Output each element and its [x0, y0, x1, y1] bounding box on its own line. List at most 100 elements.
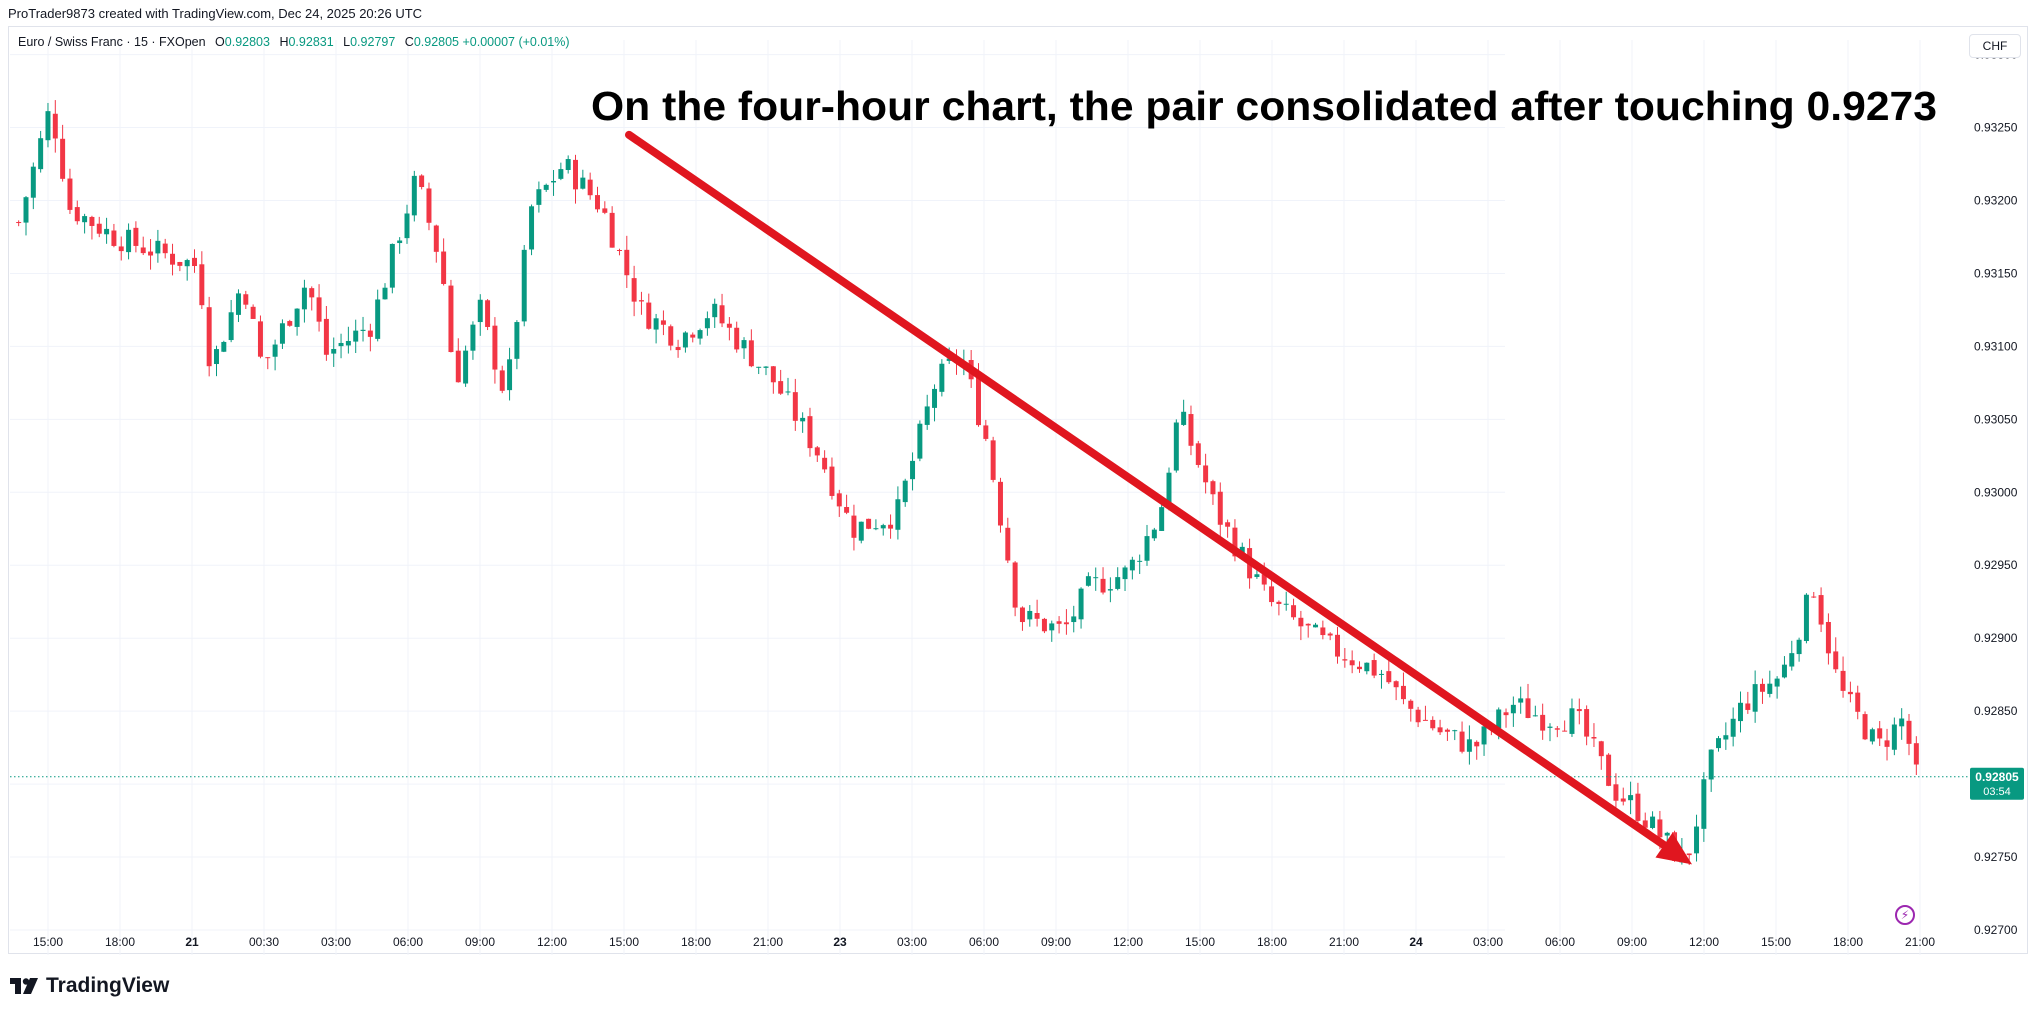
candle [587, 172, 593, 200]
candle [1877, 721, 1883, 747]
candle [1847, 681, 1853, 703]
x-tick-label: 18:00 [105, 935, 135, 949]
candle [30, 162, 36, 210]
x-tick-label: 03:00 [321, 935, 351, 949]
candle [917, 420, 923, 462]
candle [836, 489, 842, 517]
candle [1349, 650, 1355, 674]
candle [1635, 782, 1641, 825]
candle [1723, 722, 1729, 750]
x-tick-label: 15:00 [1185, 935, 1215, 949]
candle [1547, 723, 1553, 742]
candle [646, 293, 652, 330]
candle [748, 329, 754, 368]
candle [1430, 716, 1436, 731]
candle [104, 217, 110, 244]
candle [375, 289, 381, 342]
candle [67, 168, 73, 215]
lightning-bolt-icon[interactable]: ⚡ [1895, 905, 1915, 925]
x-tick-label: 12:00 [1689, 935, 1719, 949]
candle [873, 519, 879, 531]
candle [631, 265, 637, 317]
candle [1452, 729, 1458, 741]
candle [895, 486, 901, 540]
candle [1745, 691, 1751, 714]
low-value: 0.92797 [350, 35, 396, 49]
candle [565, 155, 571, 174]
candle [1540, 703, 1546, 740]
candle [573, 154, 579, 204]
y-tick-label: 0.92950 [1974, 558, 2018, 572]
brand-name: TradingView [46, 974, 170, 997]
candle [1107, 577, 1113, 603]
candle [1027, 605, 1033, 627]
candle [602, 201, 608, 215]
x-tick-label: 09:00 [1617, 935, 1647, 949]
currency-button[interactable]: CHF [1969, 34, 2021, 58]
candle [96, 216, 102, 238]
candle [1320, 620, 1326, 640]
candle [807, 407, 813, 457]
candle [1620, 787, 1626, 806]
candle [1444, 728, 1450, 741]
candle [1694, 814, 1700, 862]
candle [558, 162, 564, 181]
candle [616, 248, 622, 256]
candle [1195, 440, 1201, 468]
x-tick-label: 18:00 [1833, 935, 1863, 949]
candle [272, 339, 278, 371]
candle [1884, 728, 1890, 761]
candle [983, 419, 989, 442]
candle [1474, 740, 1480, 760]
candle [529, 204, 535, 256]
candle [668, 324, 674, 351]
candle [1811, 591, 1817, 599]
candle [1481, 720, 1487, 756]
ohlc-legend: Euro / Swiss Franc · 15 · FXOpen O0.9280… [18, 35, 570, 49]
candle [1181, 399, 1187, 426]
candle [609, 206, 615, 248]
candle [1913, 736, 1919, 775]
candle [1173, 419, 1179, 473]
candle [1063, 609, 1069, 635]
x-tick-label: 21:00 [1329, 935, 1359, 949]
candle [1708, 749, 1714, 792]
candle [1628, 781, 1634, 815]
x-tick-label: 00:30 [249, 935, 279, 949]
candle [235, 289, 241, 323]
candle [397, 237, 403, 254]
candle [1137, 554, 1143, 575]
candle [1759, 678, 1765, 704]
candle [1217, 482, 1223, 539]
candle [910, 452, 916, 491]
tradingview-brand[interactable]: TradingView [10, 974, 169, 998]
candle [594, 186, 600, 213]
candle [1225, 519, 1231, 538]
candle [389, 243, 395, 294]
candle [741, 337, 747, 359]
candle [1869, 727, 1875, 745]
candle [309, 286, 315, 311]
y-tick-label: 0.93250 [1974, 121, 2018, 135]
candle [470, 321, 476, 360]
candle [682, 331, 688, 353]
y-tick-label: 0.93200 [1974, 193, 2018, 207]
candle [206, 296, 212, 377]
candle [287, 319, 293, 327]
candle [1408, 699, 1414, 722]
annotation-text[interactable]: On the four-hour chart, the pair consoli… [591, 83, 1937, 129]
candle [1291, 598, 1297, 620]
candle [52, 100, 58, 153]
candle [1650, 811, 1656, 830]
tradingview-logo-icon [10, 978, 38, 994]
candle [902, 478, 908, 507]
candle [1803, 593, 1809, 644]
candle [126, 223, 132, 260]
y-tick-label: 0.93000 [1974, 485, 2018, 499]
candle [23, 196, 29, 236]
x-tick-label: 18:00 [681, 935, 711, 949]
x-tick-label: 12:00 [1113, 935, 1143, 949]
symbol-label[interactable]: Euro / Swiss Franc · 15 · FXOpen [18, 35, 206, 49]
candle [1356, 661, 1362, 673]
